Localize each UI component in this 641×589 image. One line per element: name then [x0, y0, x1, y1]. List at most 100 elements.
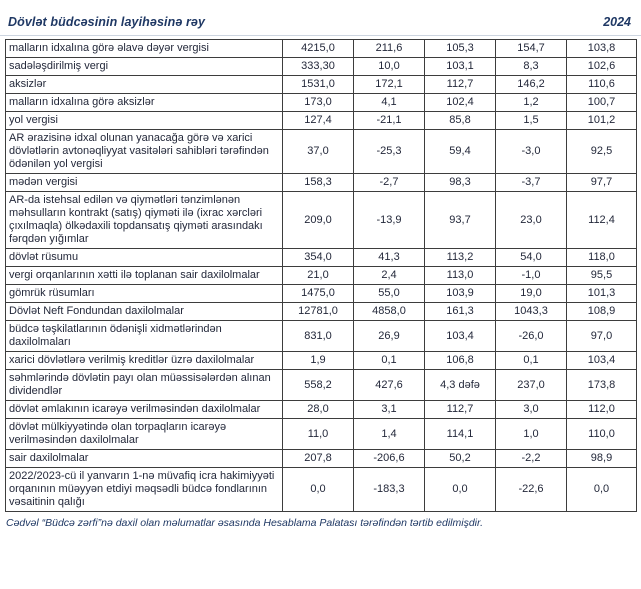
- value-cell: 110,6: [566, 75, 637, 94]
- table-row: dövlət əmlakının icarəyə verilməsindən d…: [5, 400, 637, 419]
- value-cell: 55,0: [353, 284, 425, 303]
- value-cell: 101,3: [566, 284, 637, 303]
- value-cell: 1,4: [353, 418, 425, 450]
- value-cell: -2,2: [495, 449, 567, 468]
- value-cell: 1475,0: [282, 284, 354, 303]
- table-row: malların idxalına görə aksizlər 173,0 4,1 1…: [5, 93, 637, 112]
- table-row: büdcə təşkilatlarının ödənişli xidmətlər…: [5, 320, 637, 352]
- value-cell: 102,4: [424, 93, 496, 112]
- value-cell: 102,6: [566, 57, 637, 76]
- table-row: dövlət rüsumu 354,0 41,3 113,2 54,0 118,0: [5, 248, 637, 267]
- value-cell: 85,8: [424, 111, 496, 130]
- value-cell: -3,7: [495, 173, 567, 192]
- value-cell: 4858,0: [353, 302, 425, 321]
- value-cell: -2,7: [353, 173, 425, 192]
- value-cell: 3,0: [495, 400, 567, 419]
- value-cell: 173,0: [282, 93, 354, 112]
- value-cell: -1,0: [495, 266, 567, 285]
- value-cell: 112,4: [566, 191, 637, 249]
- value-cell: 1,5: [495, 111, 567, 130]
- value-cell: 106,8: [424, 351, 496, 370]
- value-cell: 97,7: [566, 173, 637, 192]
- row-label: 2022/2023-cü il yanvarın 1-nə müvafiq ic…: [5, 467, 283, 512]
- value-cell: 103,8: [566, 39, 637, 58]
- table-row: 2022/2023-cü il yanvarın 1-nə müvafiq ic…: [5, 467, 637, 512]
- value-cell: 158,3: [282, 173, 354, 192]
- value-cell: 173,8: [566, 369, 637, 401]
- row-label: sair daxilolmalar: [5, 449, 283, 468]
- value-cell: 28,0: [282, 400, 354, 419]
- value-cell: 50,2: [424, 449, 496, 468]
- row-label: AR-da istehsal edilən və qiymətləri tənz…: [5, 191, 283, 249]
- table-row: yol vergisi 127,4 -21,1 85,8 1,5 101,2: [5, 111, 637, 130]
- value-cell: 209,0: [282, 191, 354, 249]
- value-cell: 101,2: [566, 111, 637, 130]
- value-cell: -22,6: [495, 467, 567, 512]
- year-label: 2024: [603, 15, 631, 29]
- value-cell: -206,6: [353, 449, 425, 468]
- value-cell: -25,3: [353, 129, 425, 174]
- row-label: AR ərazisinə idxal olunan yanacağa görə …: [5, 129, 283, 174]
- source-note: Cədvəl “Büdcə zərfi”nə daxil olan məluma…: [6, 517, 484, 529]
- value-cell: 1,0: [495, 418, 567, 450]
- value-cell: 172,1: [353, 75, 425, 94]
- table-row: vergi orqanlarının xətti ilə toplanan sa…: [5, 266, 637, 285]
- value-cell: 4,3 dəfə: [424, 369, 496, 401]
- value-cell: 0,0: [566, 467, 637, 512]
- value-cell: 831,0: [282, 320, 354, 352]
- value-cell: 98,9: [566, 449, 637, 468]
- value-cell: 108,9: [566, 302, 637, 321]
- value-cell: 146,2: [495, 75, 567, 94]
- value-cell: 114,1: [424, 418, 496, 450]
- value-cell: 1531,0: [282, 75, 354, 94]
- row-label: xarici dövlətlərə verilmiş kreditlər üzr…: [5, 351, 283, 370]
- value-cell: 3,1: [353, 400, 425, 419]
- page-title: Dövlət büdcəsinin layihəsinə rəy: [8, 15, 206, 29]
- row-label: vergi orqanlarının xətti ilə toplanan sa…: [5, 266, 283, 285]
- value-cell: 161,3: [424, 302, 496, 321]
- row-label: Dövlət Neft Fondundan daxilolmalar: [5, 302, 283, 321]
- value-cell: 95,5: [566, 266, 637, 285]
- value-cell: -183,3: [353, 467, 425, 512]
- value-cell: 112,7: [424, 400, 496, 419]
- row-label: dövlət rüsumu: [5, 248, 283, 267]
- value-cell: 97,0: [566, 320, 637, 352]
- value-cell: 154,7: [495, 39, 567, 58]
- row-label: malların idxalına görə aksizlər: [5, 93, 283, 112]
- row-label: sadələşdirilmiş vergi: [5, 57, 283, 76]
- value-cell: 103,4: [566, 351, 637, 370]
- table-row: malların idxalına görə əlavə dəyər vergi…: [5, 39, 637, 58]
- value-cell: 54,0: [495, 248, 567, 267]
- value-cell: 4,1: [353, 93, 425, 112]
- value-cell: 127,4: [282, 111, 354, 130]
- table-row: AR-da istehsal edilən və qiymətləri tənz…: [5, 191, 637, 249]
- value-cell: 103,9: [424, 284, 496, 303]
- table-row: xarici dövlətlərə verilmiş kreditlər üzr…: [5, 351, 637, 370]
- value-cell: 112,0: [566, 400, 637, 419]
- table-row: sadələşdirilmiş vergi 333,30 10,0 103,1 8,3 1…: [5, 57, 637, 76]
- value-cell: 427,6: [353, 369, 425, 401]
- table-row: AR ərazisinə idxal olunan yanacağa görə …: [5, 129, 637, 174]
- table-row: dövlət mülkiyyətində olan torpaqların ic…: [5, 418, 637, 450]
- value-cell: 112,7: [424, 75, 496, 94]
- row-label: büdcə təşkilatlarının ödənişli xidmətlər…: [5, 320, 283, 352]
- value-cell: 41,3: [353, 248, 425, 267]
- value-cell: -26,0: [495, 320, 567, 352]
- page-header: Dövlət büdcəsinin layihəsinə rəy 2024: [0, 0, 641, 36]
- value-cell: 92,5: [566, 129, 637, 174]
- row-label: mədən vergisi: [5, 173, 283, 192]
- value-cell: 11,0: [282, 418, 354, 450]
- value-cell: 1,9: [282, 351, 354, 370]
- table-row: gömrük rüsumları 1475,0 55,0 103,9 19,0 101,3: [5, 284, 637, 303]
- value-cell: 8,3: [495, 57, 567, 76]
- row-label: dövlət mülkiyyətində olan torpaqların ic…: [5, 418, 283, 450]
- value-cell: 0,0: [424, 467, 496, 512]
- value-cell: 103,1: [424, 57, 496, 76]
- value-cell: 1043,3: [495, 302, 567, 321]
- value-cell: 23,0: [495, 191, 567, 249]
- value-cell: -21,1: [353, 111, 425, 130]
- value-cell: 103,4: [424, 320, 496, 352]
- value-cell: 211,6: [353, 39, 425, 58]
- value-cell: 19,0: [495, 284, 567, 303]
